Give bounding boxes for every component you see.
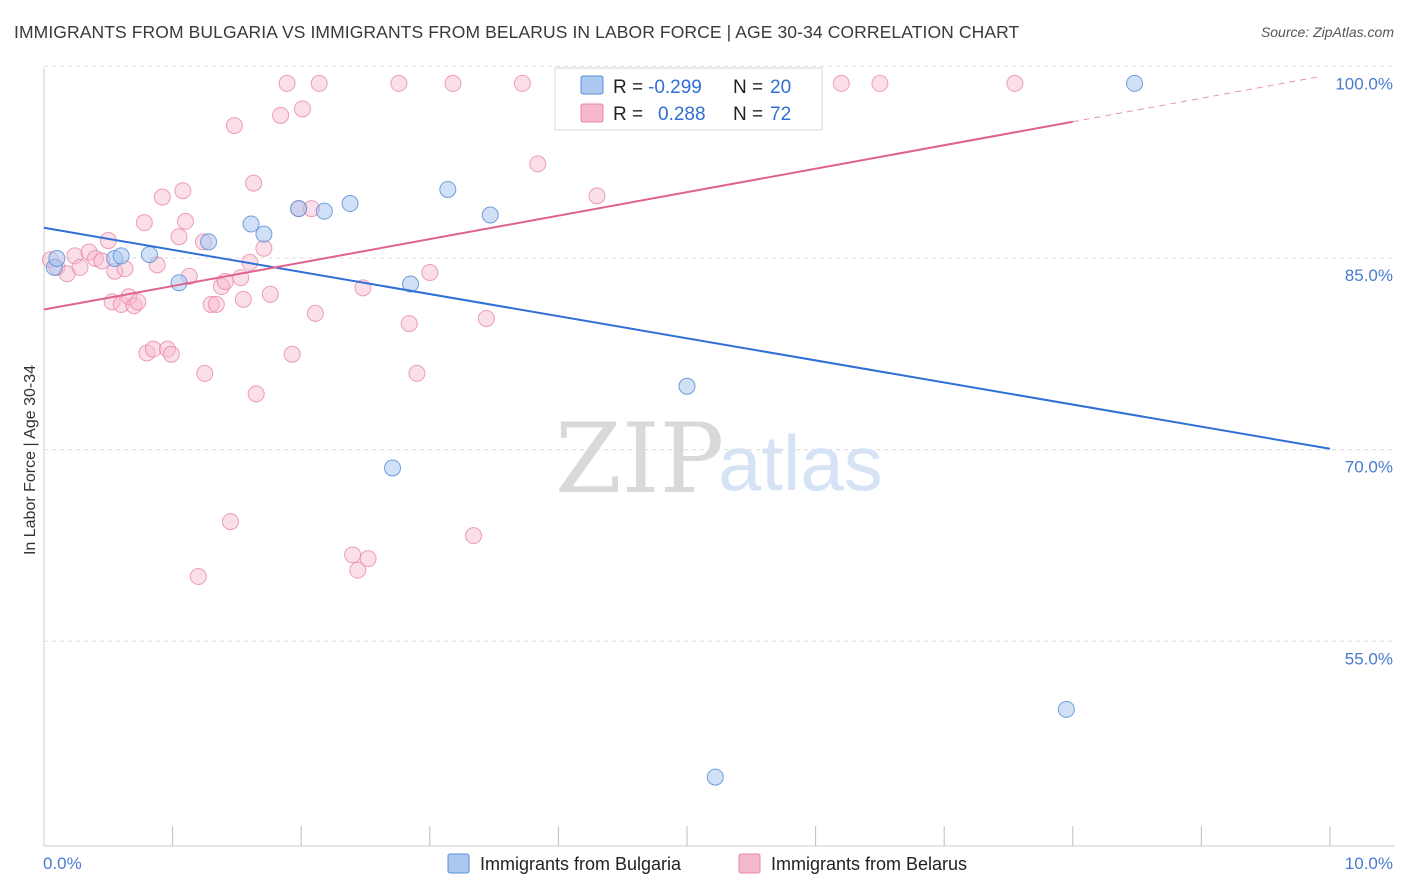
belarus-point — [272, 106, 290, 124]
legend-r-value-belarus: 0.288 — [658, 104, 706, 125]
x-tick-label-right: 10.0% — [1345, 854, 1393, 873]
bulgaria-point — [1126, 74, 1144, 92]
belarus-point — [71, 258, 89, 276]
watermark-zip: ZIP — [555, 403, 724, 515]
belarus-point — [245, 174, 263, 192]
belarus-point — [170, 228, 188, 246]
bulgaria-point — [200, 233, 218, 251]
bulgaria-point — [255, 225, 273, 243]
legend-swatch-bulgaria — [580, 75, 604, 95]
belarus-point — [1006, 74, 1024, 92]
belarus-point — [153, 188, 171, 206]
y-tick-label: 55.0% — [1345, 649, 1393, 668]
watermark: ZIP atlas — [555, 403, 883, 515]
bottom-legend-swatch-belarus — [738, 853, 761, 874]
belarus-point — [344, 546, 362, 564]
bulgaria-point — [481, 206, 499, 224]
bottom-legend-label-belarus: Immigrants from Belarus — [771, 854, 967, 874]
belarus-point — [129, 293, 147, 311]
belarus-point — [221, 513, 239, 531]
bulgaria-point — [48, 249, 66, 267]
belarus-point — [306, 304, 324, 322]
grid-lines — [44, 65, 1395, 642]
legend-n-value-belarus: 72 — [770, 104, 791, 125]
watermark-atlas: atlas — [718, 419, 883, 507]
legend-n-label-bulgaria: N = — [733, 77, 763, 98]
belarus-point — [234, 290, 252, 308]
bulgaria-point — [384, 459, 402, 477]
bulgaria-trend-line — [43, 226, 1331, 450]
belarus-point — [207, 295, 225, 313]
belarus-point — [80, 243, 98, 261]
belarus-points — [41, 74, 1024, 586]
bulgaria-point — [170, 274, 188, 292]
bulgaria-point — [341, 195, 359, 213]
belarus-point — [390, 74, 408, 92]
bulgaria-point — [315, 202, 333, 220]
y-tick-label: 70.0% — [1345, 458, 1393, 477]
y-axis-label: In Labor Force | Age 30-34 — [22, 365, 39, 555]
y-axis-tick-labels: 100.0% 85.0% 70.0% 55.0% — [1335, 74, 1393, 668]
belarus-point — [408, 364, 426, 382]
belarus-point — [189, 568, 207, 586]
y-tick-label: 85.0% — [1345, 266, 1393, 285]
x-axis-ticks — [172, 826, 1331, 846]
bulgaria-point — [1057, 700, 1075, 718]
axes — [43, 68, 1395, 847]
bulgaria-point — [140, 246, 158, 264]
belarus-point — [310, 74, 328, 92]
belarus-point — [278, 74, 296, 92]
belarus-point — [465, 527, 483, 545]
belarus-point — [135, 214, 153, 232]
bulgaria-points — [45, 74, 1144, 786]
belarus-point — [421, 263, 439, 281]
belarus-point — [588, 187, 606, 205]
bottom-legend: Immigrants from Bulgaria Immigrants from… — [447, 853, 967, 874]
belarus-point — [293, 100, 311, 118]
legend-n-value-bulgaria: 20 — [770, 77, 791, 98]
trend-lines — [43, 76, 1331, 450]
source-label: Source: ZipAtlas.com — [1260, 24, 1394, 40]
belarus-point — [176, 212, 194, 230]
belarus-point — [359, 550, 377, 568]
belarus-point — [871, 74, 889, 92]
bulgaria-point — [290, 200, 308, 218]
belarus-point — [513, 74, 531, 92]
belarus-point — [529, 155, 547, 173]
belarus-trend-line — [43, 120, 1073, 311]
belarus-point — [477, 309, 495, 327]
bottom-legend-label-bulgaria: Immigrants from Bulgaria — [480, 854, 682, 874]
legend-swatch-belarus — [580, 103, 604, 123]
chart-title: IMMIGRANTS FROM BULGARIA VS IMMIGRANTS F… — [14, 22, 1020, 42]
belarus-point — [247, 385, 265, 403]
legend-r-label-bulgaria: R = — [613, 77, 643, 98]
belarus-point — [202, 295, 220, 313]
bulgaria-point — [242, 215, 260, 233]
belarus-point — [162, 345, 180, 363]
bulgaria-point — [402, 275, 420, 293]
belarus-point — [225, 117, 243, 135]
bulgaria-point — [439, 180, 457, 198]
belarus-point — [832, 74, 850, 92]
belarus-point — [400, 315, 418, 333]
belarus-point — [144, 340, 162, 358]
x-tick-label-left: 0.0% — [43, 854, 82, 873]
bulgaria-point — [112, 247, 130, 265]
belarus-point — [174, 182, 192, 200]
bulgaria-point — [706, 768, 724, 786]
belarus-point — [261, 285, 279, 303]
stats-legend: R = -0.299 N = 20 R = 0.288 N = 72 — [554, 67, 823, 131]
belarus-point — [349, 561, 367, 579]
legend-n-label-belarus: N = — [733, 104, 763, 125]
belarus-point — [283, 345, 301, 363]
legend-r-label-belarus: R = — [613, 104, 643, 125]
legend-r-value-bulgaria: -0.299 — [648, 77, 702, 98]
bulgaria-point — [678, 377, 696, 395]
bottom-legend-swatch-bulgaria — [447, 853, 470, 874]
belarus-point — [196, 364, 214, 382]
belarus-point — [444, 74, 462, 92]
belarus-trend-extension — [1072, 76, 1318, 123]
y-tick-label: 100.0% — [1335, 74, 1393, 93]
